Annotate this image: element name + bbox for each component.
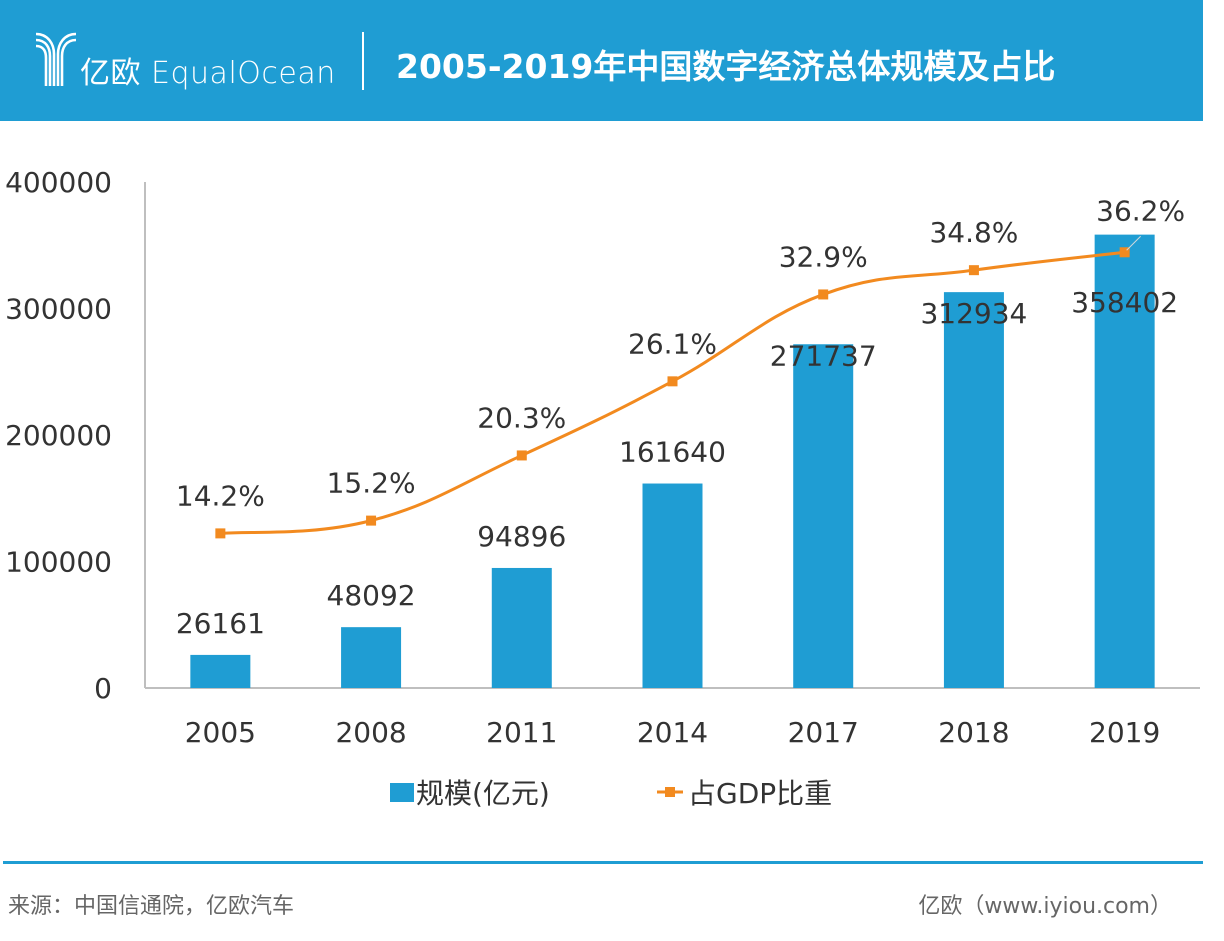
x-tick-label: 2019 [1089, 716, 1160, 749]
brand-name-en: EqualOcean [151, 56, 336, 91]
line-marker [667, 376, 678, 387]
line-marker [366, 515, 377, 526]
axes: 0 100000 200000 300000 400000 2005 2008 2011 201… [5, 166, 1200, 749]
line-value-label: 15.2% [327, 467, 416, 500]
y-tick-label: 0 [94, 672, 112, 705]
header-banner: 亿欧 EqualOcean 2005-2019年中国数字经济总体规模及占比 [0, 0, 1203, 121]
bar [1094, 234, 1155, 689]
line-value-label: 26.1% [628, 327, 717, 360]
bar-value-label: 26161 [176, 607, 265, 640]
brand-name-cn: 亿欧 [80, 56, 141, 91]
line-value-label: 20.3% [477, 401, 566, 434]
bar [491, 567, 552, 688]
bar-value-label: 94896 [477, 520, 566, 553]
line-series [215, 235, 1141, 539]
bar [943, 292, 1004, 688]
bar [793, 344, 854, 688]
chart: 0 100000 200000 300000 400000 2005 2008 2011 201… [5, 166, 1200, 810]
bar-value-label: 161640 [619, 436, 726, 469]
line-marker [818, 289, 829, 300]
line-marker [516, 450, 527, 461]
x-tick-label: 2018 [938, 716, 1009, 749]
bar-value-label: 48092 [327, 579, 416, 612]
y-tick-label: 100000 [5, 546, 112, 579]
line-value-label: 34.8% [929, 216, 1018, 249]
chart-title: 2005-2019年中国数字经济总体规模及占比 [396, 47, 1056, 86]
line-marker [215, 528, 226, 539]
x-tick-label: 2011 [486, 716, 557, 749]
line-value-label: 14.2% [176, 479, 265, 512]
legend-label-line: 占GDP比重 [688, 777, 832, 810]
brand-logo: 亿欧 EqualOcean [34, 28, 354, 92]
line-marker [968, 265, 979, 276]
y-tick-label: 400000 [5, 166, 112, 199]
credit-note: 亿欧（www.iyiou.com） [918, 894, 1172, 919]
x-tick-label: 2005 [185, 716, 256, 749]
y-tick-label: 300000 [5, 293, 112, 326]
y-tick-label: 200000 [5, 419, 112, 452]
bar [341, 627, 402, 688]
line-value-label: 32.9% [779, 240, 868, 273]
x-tick-label: 2008 [335, 716, 406, 749]
line-marker [1119, 247, 1130, 258]
bar-value-label: 358402 [1071, 286, 1178, 319]
data-labels: 26161 48092 94896 161640 271737 312934 358402 1… [176, 194, 1185, 640]
legend-label-bar: 规模(亿元) [416, 777, 550, 810]
legend: 规模(亿元) 占GDP比重 [390, 777, 832, 810]
legend-swatch-marker [665, 787, 675, 797]
x-tick-label: 2017 [788, 716, 859, 749]
x-tick-label: 2014 [637, 716, 708, 749]
header-divider [362, 32, 364, 90]
legend-swatch-bar [390, 783, 414, 802]
label-leader-line [1126, 235, 1141, 251]
bar-value-label: 312934 [920, 297, 1027, 330]
bar-value-label: 271737 [770, 339, 877, 372]
footer-divider [3, 861, 1203, 864]
line-value-label: 36.2% [1096, 194, 1185, 227]
brand-name: 亿欧 EqualOcean [80, 48, 336, 92]
bar [190, 654, 251, 688]
source-note: 来源：中国信通院，亿欧汽车 [8, 894, 295, 919]
bar [642, 483, 703, 688]
bar-series [190, 234, 1155, 689]
equalocean-logo-icon [35, 32, 77, 86]
